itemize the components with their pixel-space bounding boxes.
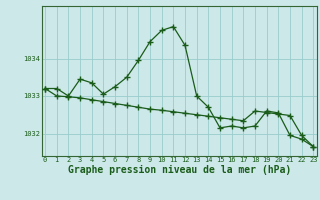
X-axis label: Graphe pression niveau de la mer (hPa): Graphe pression niveau de la mer (hPa) <box>68 165 291 175</box>
